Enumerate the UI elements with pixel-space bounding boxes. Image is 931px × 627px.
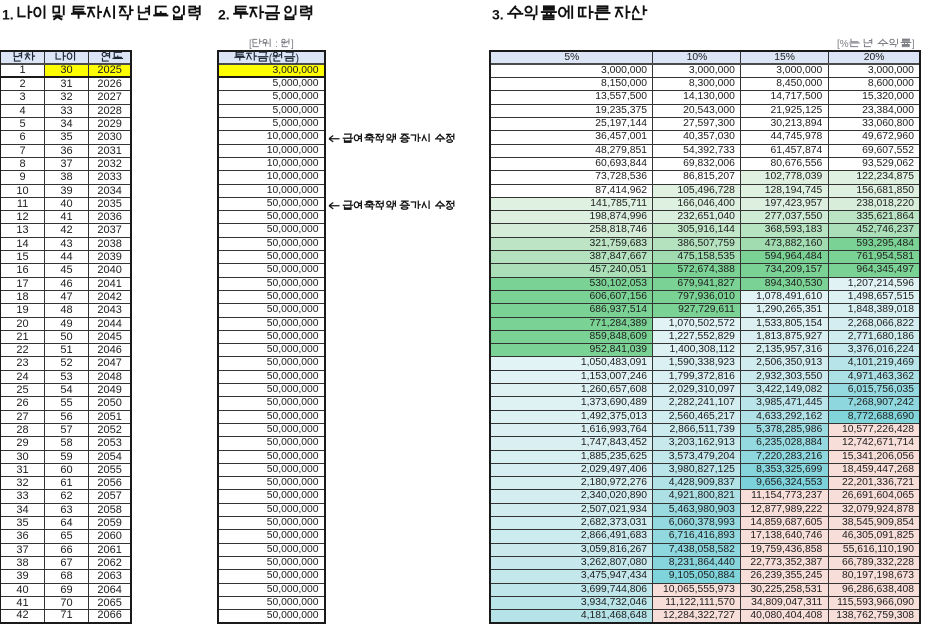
svg-text:[: [ xyxy=(249,39,252,50)
svg-text:): ) xyxy=(296,53,300,65)
svg-text:2.: 2. xyxy=(218,6,230,22)
svg-text:3.: 3. xyxy=(492,6,504,22)
svg-text:]: ] xyxy=(912,39,915,50)
svg-text:]: ] xyxy=(291,39,294,50)
svg-text:[%: [% xyxy=(837,39,849,50)
svg-text:1.: 1. xyxy=(2,6,14,22)
svg-text:(: ( xyxy=(269,53,273,65)
svg-text::: : xyxy=(272,39,280,50)
